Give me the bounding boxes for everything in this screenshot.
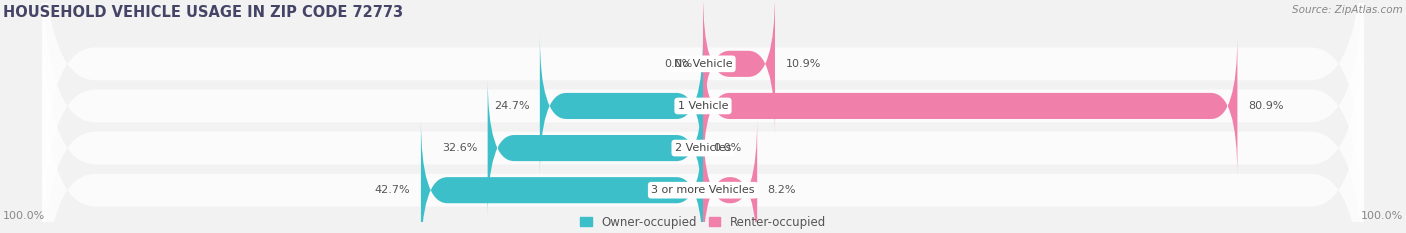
- Text: 1 Vehicle: 1 Vehicle: [678, 101, 728, 111]
- Text: 8.2%: 8.2%: [768, 185, 796, 195]
- Text: 0.0%: 0.0%: [664, 59, 692, 69]
- Text: 42.7%: 42.7%: [375, 185, 411, 195]
- Text: 100.0%: 100.0%: [3, 210, 45, 220]
- Text: 3 or more Vehicles: 3 or more Vehicles: [651, 185, 755, 195]
- Text: 24.7%: 24.7%: [494, 101, 529, 111]
- FancyBboxPatch shape: [488, 77, 703, 219]
- Text: 10.9%: 10.9%: [786, 59, 821, 69]
- FancyBboxPatch shape: [703, 0, 775, 135]
- Text: 100.0%: 100.0%: [1361, 210, 1403, 220]
- FancyBboxPatch shape: [420, 119, 703, 233]
- Text: Source: ZipAtlas.com: Source: ZipAtlas.com: [1292, 5, 1403, 15]
- FancyBboxPatch shape: [703, 119, 758, 233]
- Text: No Vehicle: No Vehicle: [673, 59, 733, 69]
- Text: 80.9%: 80.9%: [1249, 101, 1284, 111]
- Text: 2 Vehicles: 2 Vehicles: [675, 143, 731, 153]
- FancyBboxPatch shape: [42, 0, 1364, 233]
- Legend: Owner-occupied, Renter-occupied: Owner-occupied, Renter-occupied: [575, 211, 831, 233]
- FancyBboxPatch shape: [42, 38, 1364, 233]
- FancyBboxPatch shape: [42, 0, 1364, 216]
- FancyBboxPatch shape: [540, 35, 703, 177]
- Text: 32.6%: 32.6%: [441, 143, 477, 153]
- Text: 0.0%: 0.0%: [714, 143, 742, 153]
- FancyBboxPatch shape: [703, 35, 1237, 177]
- Text: HOUSEHOLD VEHICLE USAGE IN ZIP CODE 72773: HOUSEHOLD VEHICLE USAGE IN ZIP CODE 7277…: [3, 5, 404, 20]
- FancyBboxPatch shape: [42, 0, 1364, 233]
